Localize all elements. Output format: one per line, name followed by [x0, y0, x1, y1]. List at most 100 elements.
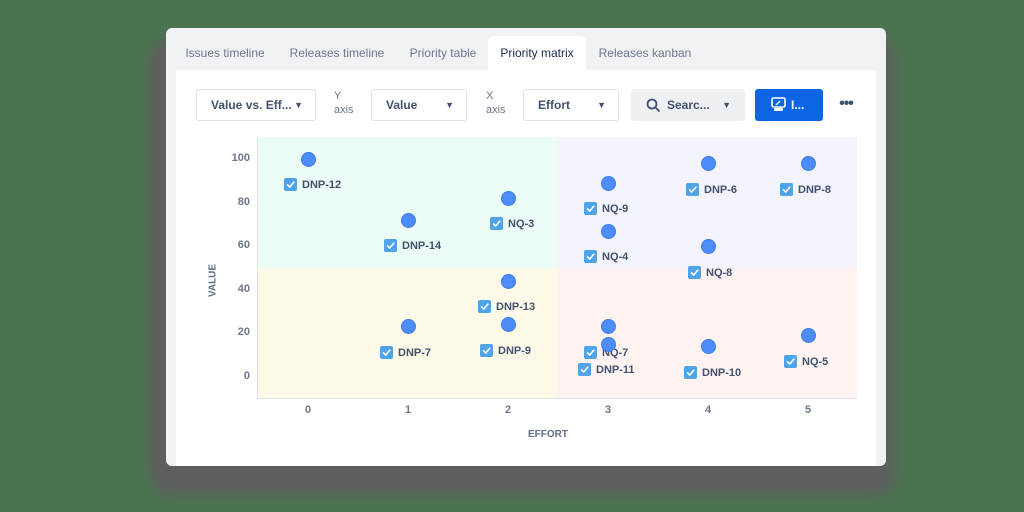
- x-axis-caption-line1: X: [486, 90, 494, 102]
- data-point-dot[interactable]: [500, 273, 516, 289]
- data-point-label[interactable]: NQ-4: [584, 250, 628, 264]
- data-point-dot[interactable]: [700, 156, 716, 172]
- issue-key: DNP-6: [704, 183, 738, 196]
- checkbox-checked-icon[interactable]: [490, 216, 503, 230]
- y-axis-line: [257, 137, 258, 399]
- x-tick-2: 2: [504, 404, 512, 416]
- y-axis-title: VALUE: [207, 263, 219, 298]
- checkbox-checked-icon[interactable]: [584, 345, 597, 359]
- checkbox-checked-icon[interactable]: [380, 345, 393, 359]
- checkbox-checked-icon[interactable]: [284, 177, 297, 191]
- app-window: Issues timeline Releases timeline Priori…: [166, 28, 886, 466]
- tab-issues-timeline[interactable]: Issues timeline: [185, 46, 265, 60]
- chevron-down-icon: ▼: [597, 100, 606, 110]
- issue-key: NQ-8: [706, 266, 733, 279]
- checkbox-checked-icon[interactable]: [684, 365, 697, 379]
- checkbox-checked-icon[interactable]: [578, 363, 591, 377]
- data-point-label[interactable]: DNP-9: [480, 343, 531, 358]
- priority-matrix-panel: Value vs. Eff... ▼ Y axis Value ▼ X axis…: [176, 70, 876, 466]
- checkbox-checked-icon[interactable]: [780, 182, 793, 196]
- data-point-label[interactable]: DNP-12: [284, 177, 341, 192]
- data-point-dot[interactable]: [600, 319, 616, 335]
- data-point-label[interactable]: NQ-8: [688, 265, 733, 280]
- x-tick-4: 4: [704, 404, 712, 416]
- x-axis-select-value: Effort: [538, 98, 570, 112]
- presentation-button-label: I...: [791, 98, 805, 112]
- checkbox-checked-icon[interactable]: [686, 182, 699, 196]
- checkbox-checked-icon[interactable]: [384, 239, 397, 253]
- x-axis-caption-line2: axis: [486, 104, 506, 116]
- issue-key: DNP-11: [596, 364, 635, 377]
- tab-releases-kanban[interactable]: Releases kanban: [598, 46, 692, 60]
- chevron-down-icon: ▼: [722, 100, 731, 110]
- data-point-dot[interactable]: [800, 156, 816, 172]
- data-point-dot[interactable]: [600, 175, 616, 191]
- tab-bar: Issues timeline Releases timeline Priori…: [166, 28, 886, 70]
- data-point-label[interactable]: DNP-6: [686, 182, 738, 197]
- data-point-label[interactable]: NQ-5: [784, 354, 829, 369]
- data-point-label[interactable]: DNP-14: [384, 239, 441, 253]
- data-point-label[interactable]: DNP-8: [780, 182, 832, 197]
- issue-key: DNP-13: [496, 301, 536, 314]
- data-point-dot[interactable]: [500, 317, 516, 333]
- y-tick-20: 20: [237, 326, 250, 338]
- x-axis-select[interactable]: Effort ▼: [523, 89, 619, 121]
- checkbox-checked-icon[interactable]: [480, 343, 493, 357]
- x-axis-title: EFFORT: [528, 429, 568, 440]
- data-point-label[interactable]: DNP-13: [478, 300, 535, 314]
- y-tick-40: 40: [237, 283, 250, 295]
- checkbox-checked-icon[interactable]: [688, 265, 701, 279]
- monitor-icon: [771, 97, 786, 111]
- data-point-label[interactable]: DNP-11: [578, 363, 635, 377]
- presentation-button[interactable]: I...: [755, 89, 823, 121]
- data-point-label[interactable]: NQ-3: [490, 216, 535, 231]
- issue-key: DNP-8: [798, 183, 832, 196]
- checkbox-checked-icon[interactable]: [584, 202, 597, 216]
- y-axis-select[interactable]: Value ▼: [371, 89, 467, 121]
- data-point-dot[interactable]: [300, 152, 316, 167]
- data-point-dot[interactable]: [700, 239, 716, 254]
- search-dropdown[interactable]: Searc... ▼: [631, 89, 745, 121]
- issue-key: NQ-3: [508, 217, 535, 230]
- tab-priority-matrix[interactable]: Priority matrix: [488, 36, 586, 70]
- chevron-down-icon: ▼: [294, 100, 303, 110]
- more-options-button[interactable]: •••: [839, 95, 854, 112]
- data-point-dot[interactable]: [800, 328, 816, 344]
- x-tick-1: 1: [404, 404, 412, 416]
- y-axis-caption-line1: Y: [334, 90, 342, 102]
- issue-key: NQ-4: [602, 251, 629, 264]
- x-axis-caption: X axis: [486, 89, 506, 117]
- search-icon: [646, 98, 660, 112]
- search-label: Searc...: [667, 98, 710, 112]
- y-axis-caption-line2: axis: [334, 104, 354, 116]
- x-tick-5: 5: [804, 404, 812, 416]
- priority-matrix-chart: 100 80 60 40 20 0 VALUE 0 1 2 3 4 5 EFFO…: [176, 70, 876, 466]
- data-point-dot[interactable]: [600, 336, 616, 352]
- issue-key: DNP-14: [402, 240, 442, 253]
- data-point-dot[interactable]: [400, 319, 416, 335]
- checkbox-checked-icon[interactable]: [478, 300, 491, 314]
- tab-releases-timeline[interactable]: Releases timeline: [289, 46, 385, 60]
- issue-key: NQ-5: [802, 355, 829, 368]
- view-select[interactable]: Value vs. Eff... ▼: [196, 89, 316, 121]
- data-point-dot[interactable]: [600, 223, 616, 239]
- checkbox-checked-icon[interactable]: [584, 250, 597, 264]
- data-point-dot[interactable]: [700, 339, 716, 355]
- x-tick-3: 3: [604, 404, 612, 416]
- data-point-label[interactable]: DNP-7: [380, 345, 431, 360]
- data-point-dot[interactable]: [500, 191, 516, 207]
- issue-key: DNP-10: [702, 366, 742, 379]
- y-tick-60: 60: [237, 239, 250, 251]
- chevron-down-icon: ▼: [445, 100, 454, 110]
- data-point-label[interactable]: NQ-9: [584, 202, 628, 216]
- y-axis-caption: Y axis: [334, 89, 354, 117]
- y-tick-0: 0: [243, 370, 250, 382]
- data-point-label[interactable]: DNP-10: [684, 365, 742, 380]
- view-select-value: Value vs. Eff...: [211, 98, 292, 112]
- checkbox-checked-icon[interactable]: [784, 354, 797, 368]
- issue-key: NQ-9: [602, 203, 629, 216]
- tab-priority-table[interactable]: Priority table: [409, 46, 477, 60]
- data-point-dot[interactable]: [400, 212, 416, 228]
- x-axis-line: [257, 398, 857, 399]
- y-axis-select-value: Value: [386, 98, 418, 112]
